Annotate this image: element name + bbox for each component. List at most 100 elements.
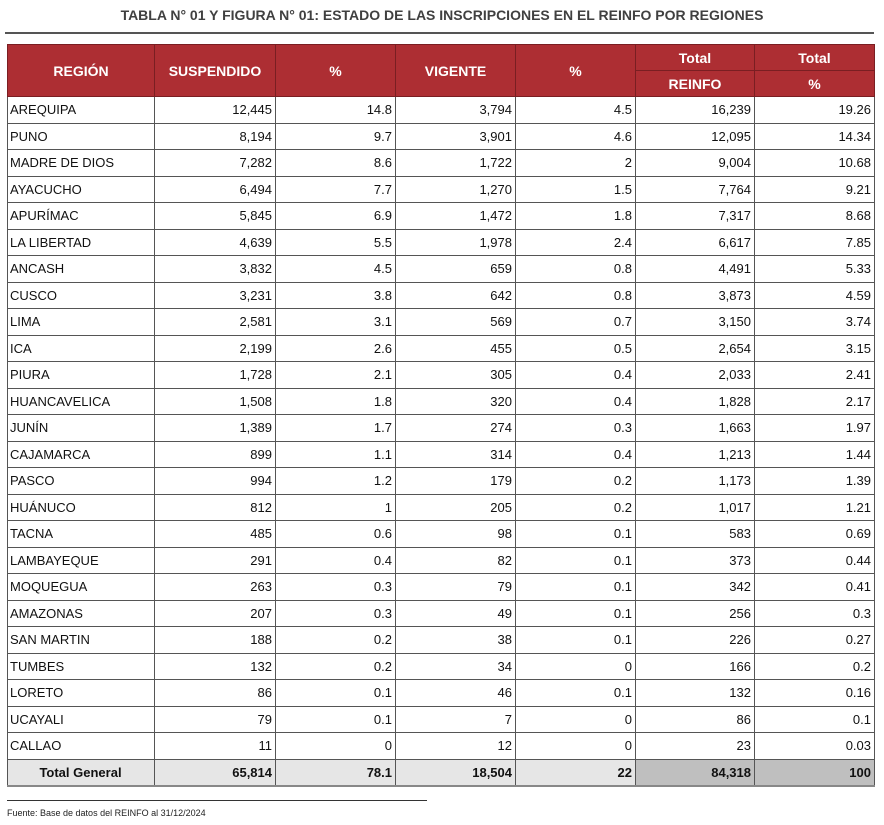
cell-total-reinfo: 1,828 (635, 387, 755, 415)
cell-pct-vigente: 0 (515, 705, 636, 733)
cell-vigente: 205 (395, 493, 516, 521)
cell-vigente: 3,901 (395, 122, 516, 150)
cell-region: JUNÍN (7, 414, 155, 442)
table-row: SAN MARTIN 188 0.2 38 0.1 226 0.27 (7, 626, 875, 654)
cell-region: UCAYALI (7, 705, 155, 733)
cell-vigente: 12 (395, 732, 516, 760)
header-pct-vigente: % (515, 44, 636, 97)
cell-pct-suspendido: 5.5 (275, 228, 396, 256)
table-row: UCAYALI 79 0.1 7 0 86 0.1 (7, 705, 875, 733)
cell-total-reinfo: 256 (635, 599, 755, 627)
cell-vigente: 314 (395, 440, 516, 468)
cell-vigente: 1,722 (395, 149, 516, 177)
total-total-pct: 100 (754, 758, 875, 787)
cell-suspendido: 899 (154, 440, 276, 468)
cell-total-pct: 1.44 (754, 440, 875, 468)
cell-total-pct: 0.16 (754, 679, 875, 707)
cell-pct-suspendido: 14.8 (275, 96, 396, 124)
cell-total-reinfo: 9,004 (635, 149, 755, 177)
cell-suspendido: 132 (154, 652, 276, 680)
table-title: TABLA N° 01 Y FIGURA N° 01: ESTADO DE LA… (120, 7, 764, 23)
cell-pct-vigente: 1.5 (515, 175, 636, 203)
cell-region: PUNO (7, 122, 155, 150)
cell-pct-vigente: 0.4 (515, 440, 636, 468)
cell-pct-suspendido: 0 (275, 732, 396, 760)
cell-pct-suspendido: 0.4 (275, 546, 396, 574)
cell-region: PIURA (7, 361, 155, 389)
header-pct-suspendido: % (275, 44, 396, 97)
cell-pct-suspendido: 0.1 (275, 679, 396, 707)
cell-total-reinfo: 132 (635, 679, 755, 707)
total-total-reinfo: 84,318 (635, 758, 755, 787)
total-suspendido: 65,814 (154, 758, 276, 787)
cell-vigente: 98 (395, 520, 516, 548)
cell-total-pct: 0.3 (754, 599, 875, 627)
cell-vigente: 3,794 (395, 96, 516, 124)
cell-vigente: 46 (395, 679, 516, 707)
cell-pct-suspendido: 1 (275, 493, 396, 521)
table-row: PASCO 994 1.2 179 0.2 1,173 1.39 (7, 467, 875, 495)
cell-vigente: 569 (395, 308, 516, 336)
table-row: APURÍMAC 5,845 6.9 1,472 1.8 7,317 8.68 (7, 202, 875, 230)
header-total-pct: % (754, 70, 875, 97)
cell-pct-vigente: 0.1 (515, 679, 636, 707)
cell-vigente: 659 (395, 255, 516, 283)
cell-total-pct: 9.21 (754, 175, 875, 203)
cell-total-pct: 1.97 (754, 414, 875, 442)
cell-suspendido: 1,508 (154, 387, 276, 415)
cell-pct-suspendido: 1.1 (275, 440, 396, 468)
table-row: TUMBES 132 0.2 34 0 166 0.2 (7, 652, 875, 680)
cell-region: LORETO (7, 679, 155, 707)
cell-pct-suspendido: 8.6 (275, 149, 396, 177)
cell-pct-vigente: 0.2 (515, 493, 636, 521)
cell-pct-vigente: 0.1 (515, 573, 636, 601)
cell-pct-suspendido: 0.3 (275, 573, 396, 601)
cell-total-pct: 19.26 (754, 96, 875, 124)
table-row: AMAZONAS 207 0.3 49 0.1 256 0.3 (7, 599, 875, 627)
cell-vigente: 455 (395, 334, 516, 362)
cell-vigente: 274 (395, 414, 516, 442)
cell-pct-suspendido: 0.2 (275, 652, 396, 680)
cell-region: AYACUCHO (7, 175, 155, 203)
cell-pct-vigente: 0.1 (515, 626, 636, 654)
cell-pct-suspendido: 3.8 (275, 281, 396, 309)
cell-vigente: 34 (395, 652, 516, 680)
cell-total-reinfo: 226 (635, 626, 755, 654)
cell-total-reinfo: 342 (635, 573, 755, 601)
cell-region: HUÁNUCO (7, 493, 155, 521)
cell-total-pct: 10.68 (754, 149, 875, 177)
cell-suspendido: 6,494 (154, 175, 276, 203)
cell-total-pct: 0.27 (754, 626, 875, 654)
cell-region: MADRE DE DIOS (7, 149, 155, 177)
cell-region: PASCO (7, 467, 155, 495)
total-pct-suspendido: 78.1 (275, 758, 396, 787)
total-region: Total General (7, 758, 155, 787)
cell-region: MOQUEGUA (7, 573, 155, 601)
cell-suspendido: 86 (154, 679, 276, 707)
table-row: HUÁNUCO 812 1 205 0.2 1,017 1.21 (7, 493, 875, 521)
cell-total-reinfo: 373 (635, 546, 755, 574)
cell-total-reinfo: 16,239 (635, 96, 755, 124)
table-row: CALLAO 11 0 12 0 23 0.03 (7, 732, 875, 760)
cell-pct-suspendido: 0.1 (275, 705, 396, 733)
total-vigente: 18,504 (395, 758, 516, 787)
cell-pct-suspendido: 1.8 (275, 387, 396, 415)
table-row: LIMA 2,581 3.1 569 0.7 3,150 3.74 (7, 308, 875, 336)
cell-region: SAN MARTIN (7, 626, 155, 654)
total-pct-vigente: 22 (515, 758, 636, 787)
cell-pct-vigente: 2 (515, 149, 636, 177)
cell-region: AMAZONAS (7, 599, 155, 627)
cell-total-pct: 0.1 (754, 705, 875, 733)
cell-total-reinfo: 1,213 (635, 440, 755, 468)
cell-pct-vigente: 0 (515, 732, 636, 760)
cell-pct-vigente: 4.5 (515, 96, 636, 124)
cell-region: TACNA (7, 520, 155, 548)
cell-total-reinfo: 23 (635, 732, 755, 760)
cell-suspendido: 994 (154, 467, 276, 495)
cell-total-reinfo: 4,491 (635, 255, 755, 283)
cell-total-pct: 7.85 (754, 228, 875, 256)
cell-region: AREQUIPA (7, 96, 155, 124)
cell-suspendido: 11 (154, 732, 276, 760)
table-row: AYACUCHO 6,494 7.7 1,270 1.5 7,764 9.21 (7, 175, 875, 203)
cell-total-pct: 0.2 (754, 652, 875, 680)
